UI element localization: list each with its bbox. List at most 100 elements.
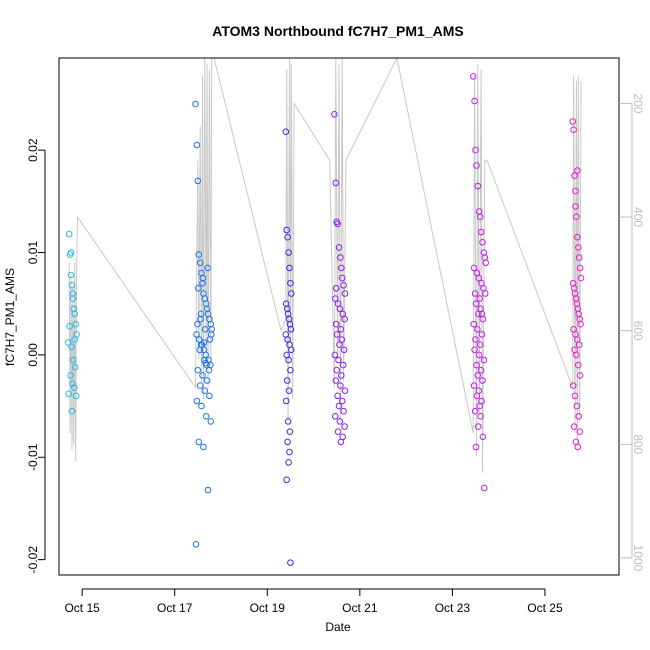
data-point bbox=[335, 244, 343, 251]
data-point bbox=[338, 397, 346, 405]
data-point bbox=[571, 392, 579, 400]
data-point bbox=[286, 448, 293, 456]
data-point bbox=[200, 443, 207, 451]
data-point bbox=[471, 346, 478, 354]
data-point bbox=[475, 274, 483, 282]
data-point bbox=[337, 438, 345, 446]
data-point bbox=[337, 254, 344, 261]
data-point bbox=[471, 97, 478, 105]
data-point bbox=[341, 315, 348, 323]
data-point bbox=[471, 407, 479, 415]
data-point bbox=[285, 249, 292, 256]
data-point bbox=[477, 228, 485, 236]
data-point bbox=[331, 111, 338, 118]
data-point bbox=[572, 187, 579, 195]
series-4 bbox=[331, 111, 349, 446]
data-point bbox=[476, 295, 484, 302]
right-tick-label: 400 bbox=[631, 207, 645, 227]
data-point bbox=[69, 290, 77, 297]
right-tick-label: 600 bbox=[631, 321, 645, 341]
data-point bbox=[336, 305, 344, 313]
data-point bbox=[286, 264, 293, 272]
data-point bbox=[482, 259, 490, 267]
data-point bbox=[478, 331, 486, 338]
data-point bbox=[575, 254, 583, 261]
data-point bbox=[199, 372, 206, 379]
data-point bbox=[575, 413, 583, 420]
data-point bbox=[479, 433, 487, 441]
series-1 bbox=[65, 230, 80, 415]
data-point bbox=[66, 322, 73, 330]
data-point bbox=[67, 271, 75, 279]
data-point bbox=[283, 377, 291, 384]
data-point bbox=[65, 230, 73, 238]
data-point bbox=[479, 239, 486, 246]
data-point bbox=[480, 356, 488, 364]
data-point bbox=[199, 274, 207, 282]
data-point bbox=[288, 346, 295, 354]
data-point bbox=[476, 341, 484, 349]
scatter-points bbox=[65, 73, 585, 567]
data-point bbox=[72, 392, 80, 400]
data-point bbox=[332, 413, 339, 420]
data-point bbox=[470, 320, 478, 328]
data-point bbox=[570, 126, 577, 133]
data-point bbox=[575, 361, 582, 369]
data-point bbox=[573, 351, 580, 359]
data-point bbox=[71, 384, 78, 392]
data-point bbox=[332, 320, 340, 328]
data-point bbox=[575, 341, 583, 349]
data-point bbox=[284, 438, 291, 446]
data-point bbox=[472, 443, 480, 451]
data-point bbox=[341, 423, 348, 430]
data-point bbox=[67, 372, 74, 379]
data-point bbox=[469, 73, 477, 80]
data-point bbox=[65, 339, 72, 346]
data-point bbox=[285, 459, 292, 466]
right-tick-label: 200 bbox=[631, 93, 645, 113]
data-point bbox=[284, 418, 292, 425]
data-point bbox=[473, 162, 480, 169]
data-point bbox=[194, 177, 202, 185]
data-point bbox=[282, 397, 290, 405]
data-point bbox=[283, 226, 291, 234]
data-point bbox=[196, 259, 204, 267]
data-point bbox=[573, 402, 581, 410]
data-point bbox=[194, 366, 202, 374]
data-point bbox=[285, 387, 293, 395]
altitude-series bbox=[68, 58, 582, 473]
y-tick-label: -0.02 bbox=[26, 546, 40, 574]
data-point bbox=[192, 100, 199, 108]
data-point bbox=[203, 377, 211, 384]
data-point bbox=[332, 285, 340, 292]
data-point bbox=[471, 290, 479, 297]
data-point bbox=[476, 402, 484, 410]
data-point bbox=[332, 179, 340, 187]
data-point bbox=[574, 233, 581, 241]
data-point bbox=[475, 351, 483, 359]
data-point bbox=[283, 476, 291, 484]
data-point bbox=[470, 264, 478, 272]
data-point bbox=[333, 331, 341, 338]
data-point bbox=[334, 392, 341, 400]
x-axis: Oct 15 Oct 17 Oct 19 Oct 21 Oct 23 Oct 25 bbox=[64, 588, 563, 615]
data-point bbox=[576, 372, 584, 379]
data-point bbox=[72, 320, 79, 328]
data-point bbox=[332, 295, 339, 302]
data-point bbox=[338, 264, 345, 272]
data-point bbox=[206, 392, 213, 400]
data-point bbox=[473, 361, 480, 369]
data-point bbox=[572, 203, 579, 210]
data-point bbox=[68, 407, 76, 415]
data-point bbox=[334, 428, 342, 436]
data-point bbox=[577, 274, 585, 282]
y-tick-label: 0.02 bbox=[26, 138, 40, 162]
plot-frame bbox=[58, 57, 620, 576]
y-tick-label: -0.01 bbox=[26, 443, 40, 471]
data-point bbox=[282, 128, 290, 135]
data-point bbox=[474, 372, 482, 379]
data-point bbox=[287, 326, 295, 333]
data-point bbox=[288, 290, 295, 297]
data-point bbox=[192, 541, 200, 548]
data-point bbox=[197, 310, 205, 318]
